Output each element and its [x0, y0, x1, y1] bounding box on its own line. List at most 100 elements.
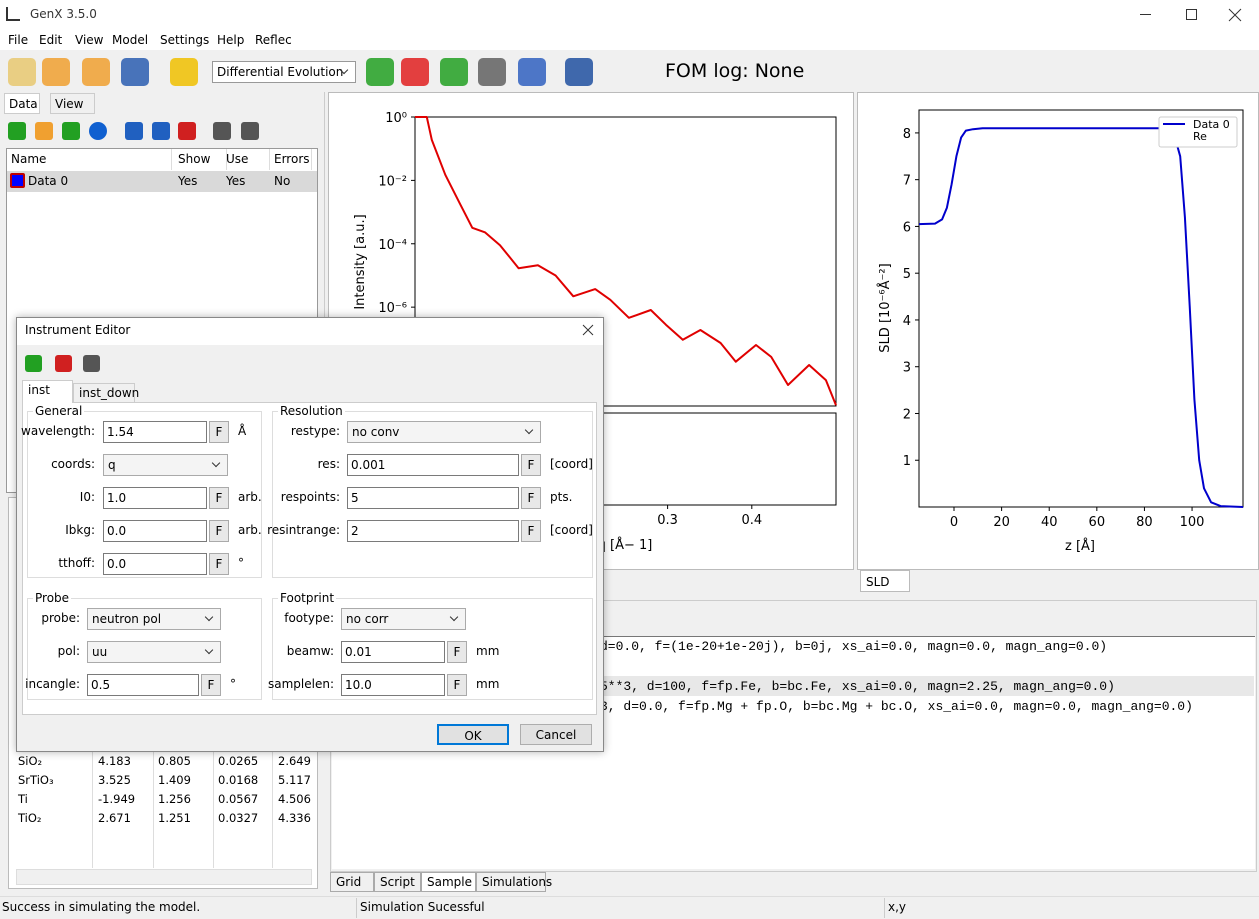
toolbar-button[interactable] [366, 58, 394, 86]
toolbar-button[interactable] [170, 58, 198, 86]
menu-item[interactable]: View [75, 33, 104, 47]
toolbar-button[interactable] [440, 58, 468, 86]
material-cell: 0.805 [158, 754, 191, 768]
toolbar-button[interactable] [8, 58, 36, 86]
field-input[interactable]: 5 [347, 487, 519, 509]
data-tool[interactable] [213, 122, 231, 140]
minimize-button[interactable] [1140, 14, 1151, 15]
field-select[interactable]: no corr [341, 608, 466, 630]
toolbar-button[interactable] [121, 58, 149, 86]
fit-button[interactable]: F [209, 421, 229, 443]
material-cell: Ti [18, 792, 28, 806]
panel-tab[interactable]: Data [4, 93, 40, 114]
fit-button[interactable]: F [201, 674, 221, 696]
dialog-tool[interactable] [83, 355, 100, 372]
field-label: coords: [51, 457, 95, 471]
material-cell: 1.409 [158, 773, 191, 787]
field-label: resintrange: [267, 523, 340, 537]
dialog-tab[interactable]: inst_down [73, 383, 139, 403]
data-tool[interactable] [62, 122, 80, 140]
data-tool[interactable] [125, 122, 143, 140]
field-select[interactable]: q [103, 454, 228, 476]
group-box [272, 598, 593, 700]
fit-button[interactable]: F [209, 553, 229, 575]
material-cell: 0.0567 [218, 792, 259, 806]
toolbar-button[interactable] [82, 58, 110, 86]
menu-item[interactable]: Model [112, 33, 149, 47]
close-button[interactable] [1228, 8, 1242, 22]
data-tool[interactable] [35, 122, 53, 140]
toolbar-button[interactable] [518, 58, 546, 86]
field-input[interactable]: 0.5 [87, 674, 199, 696]
material-cell: 0.0265 [218, 754, 259, 768]
dataset-color [10, 173, 25, 188]
dialog-tab[interactable]: inst [22, 380, 73, 403]
field-select[interactable]: uu [87, 641, 221, 663]
field-input[interactable]: 0.001 [347, 454, 519, 476]
material-cell: 4.336 [278, 811, 311, 825]
fit-button[interactable]: F [447, 674, 467, 696]
field-input[interactable]: 0.0 [103, 553, 207, 575]
column-header: Show [174, 149, 227, 170]
bottom-tab[interactable]: Simulations [476, 872, 552, 892]
material-cell: 3.525 [98, 773, 131, 787]
data-tool[interactable] [8, 122, 26, 140]
dialog-tool[interactable] [55, 355, 72, 372]
toolbar-button[interactable] [478, 58, 506, 86]
script-line: d=0.0, f=(1e-20+1e-20j), b=0j, xs_ai=0.0… [600, 639, 1108, 654]
data-tool[interactable] [152, 122, 170, 140]
field-select[interactable]: neutron pol [87, 608, 221, 630]
column-separator [213, 740, 214, 868]
menu-item[interactable]: Reflec [255, 33, 292, 47]
cell: Yes [226, 174, 246, 188]
material-cell: 0.0327 [218, 811, 259, 825]
fit-button[interactable]: F [447, 641, 467, 663]
field-input[interactable]: 0.0 [103, 520, 207, 542]
field-input[interactable]: 1.0 [103, 487, 207, 509]
group-title: Footprint [278, 591, 337, 605]
toolbar-button[interactable] [42, 58, 70, 86]
field-input[interactable]: 0.01 [341, 641, 445, 663]
column-separator [153, 740, 154, 868]
data-tool[interactable] [178, 122, 196, 140]
title-bar [0, 0, 1259, 30]
column-separator [272, 740, 273, 868]
field-input[interactable]: 10.0 [341, 674, 445, 696]
field-input[interactable]: 1.54 [103, 421, 207, 443]
field-label: probe: [41, 611, 80, 625]
menu-item[interactable]: File [8, 33, 29, 47]
toolbar-button[interactable] [565, 58, 593, 86]
dialog-button[interactable]: Cancel [520, 724, 592, 745]
field-unit: arb. [238, 490, 262, 504]
dialog-button[interactable]: OK [437, 724, 509, 745]
dialog-tool[interactable] [25, 355, 42, 372]
data-tool[interactable] [89, 122, 107, 140]
menu-item[interactable]: Edit [39, 33, 63, 47]
field-label: wavelength: [21, 424, 95, 438]
field-input[interactable]: 2 [347, 520, 519, 542]
menu-item[interactable]: Settings [160, 33, 210, 47]
sld-tab[interactable]: SLD [860, 570, 910, 592]
column-separator [92, 740, 93, 868]
bottom-tab[interactable]: Script [374, 872, 421, 892]
algorithm-select[interactable]: Differential Evolution [212, 61, 356, 83]
fom-log: FOM log: None [665, 60, 805, 82]
fit-button[interactable]: F [521, 487, 541, 509]
fit-button[interactable]: F [209, 487, 229, 509]
h-scrollbar[interactable] [16, 869, 312, 885]
field-unit: [coord] [550, 523, 593, 537]
fit-button[interactable]: F [209, 520, 229, 542]
maximize-button[interactable] [1186, 9, 1197, 20]
bottom-tab[interactable]: Sample [421, 872, 476, 892]
menu-item[interactable]: Help [217, 33, 245, 47]
group-title: Probe [33, 591, 72, 605]
material-cell: 1.256 [158, 792, 191, 806]
dialog-close[interactable] [581, 323, 595, 337]
bottom-tab[interactable]: Grid [330, 872, 374, 892]
fit-button[interactable]: F [521, 454, 541, 476]
data-tool[interactable] [241, 122, 259, 140]
fit-button[interactable]: F [521, 520, 541, 542]
panel-tab[interactable]: View [50, 93, 95, 114]
toolbar-button[interactable] [401, 58, 429, 86]
field-select[interactable]: no conv [347, 421, 541, 443]
